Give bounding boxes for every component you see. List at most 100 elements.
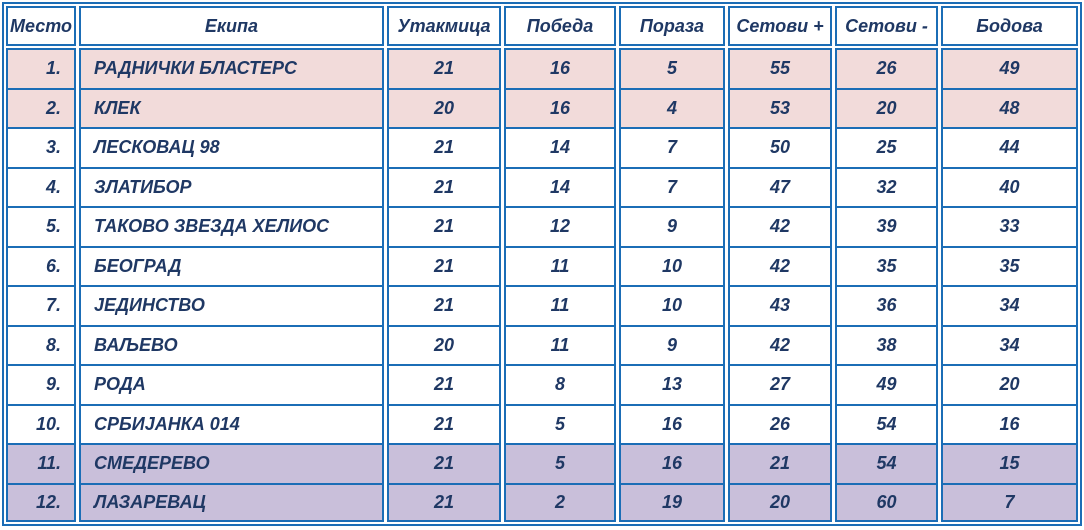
column-header-sets-plus: Сетови + <box>728 6 832 46</box>
cell-sets-minus: 54 <box>835 403 938 443</box>
cell-played: 21 <box>387 166 501 206</box>
cell-points: 35 <box>941 245 1078 285</box>
cell-team: СМЕДЕРЕВО <box>79 443 384 483</box>
cell-sets-plus: 21 <box>728 443 832 483</box>
cell-place: 9. <box>6 364 76 404</box>
cell-wins: 5 <box>504 443 616 483</box>
cell-wins: 12 <box>504 206 616 246</box>
cell-losses: 7 <box>619 127 725 167</box>
cell-sets-plus: 42 <box>728 245 832 285</box>
cell-losses: 9 <box>619 206 725 246</box>
cell-played: 21 <box>387 48 501 88</box>
cell-sets-plus: 26 <box>728 403 832 443</box>
cell-played: 21 <box>387 364 501 404</box>
cell-wins: 2 <box>504 482 616 522</box>
cell-place: 12. <box>6 482 76 522</box>
cell-points: 34 <box>941 324 1078 364</box>
column-header-wins: Победа <box>504 6 616 46</box>
cell-losses: 13 <box>619 364 725 404</box>
cell-sets-minus: 35 <box>835 245 938 285</box>
cell-losses: 10 <box>619 245 725 285</box>
cell-wins: 16 <box>504 87 616 127</box>
column-header-team: Екипа <box>79 6 384 46</box>
cell-team: КЛЕК <box>79 87 384 127</box>
cell-wins: 14 <box>504 166 616 206</box>
cell-wins: 8 <box>504 364 616 404</box>
cell-sets-plus: 42 <box>728 324 832 364</box>
column-header-played: Утакмица <box>387 6 501 46</box>
cell-sets-plus: 27 <box>728 364 832 404</box>
cell-losses: 4 <box>619 87 725 127</box>
column-header-sets-minus: Сетови - <box>835 6 938 46</box>
cell-place: 4. <box>6 166 76 206</box>
cell-place: 6. <box>6 245 76 285</box>
cell-played: 20 <box>387 324 501 364</box>
cell-wins: 11 <box>504 285 616 325</box>
cell-team: СРБИЈАНКА 014 <box>79 403 384 443</box>
cell-points: 44 <box>941 127 1078 167</box>
cell-wins: 16 <box>504 48 616 88</box>
cell-sets-minus: 54 <box>835 443 938 483</box>
cell-team: ЛАЗАРЕВАЦ <box>79 482 384 522</box>
cell-place: 11. <box>6 443 76 483</box>
column-header-points: Бодова <box>941 6 1078 46</box>
cell-points: 34 <box>941 285 1078 325</box>
cell-sets-minus: 36 <box>835 285 938 325</box>
cell-sets-plus: 50 <box>728 127 832 167</box>
cell-team: РОДА <box>79 364 384 404</box>
cell-played: 21 <box>387 245 501 285</box>
cell-sets-plus: 47 <box>728 166 832 206</box>
cell-place: 2. <box>6 87 76 127</box>
cell-losses: 16 <box>619 443 725 483</box>
cell-wins: 5 <box>504 403 616 443</box>
cell-points: 48 <box>941 87 1078 127</box>
cell-played: 21 <box>387 127 501 167</box>
cell-team: ТАКОВО ЗВЕЗДА ХЕЛИОС <box>79 206 384 246</box>
cell-place: 1. <box>6 48 76 88</box>
cell-place: 3. <box>6 127 76 167</box>
column-header-place: Место <box>6 6 76 46</box>
cell-sets-plus: 43 <box>728 285 832 325</box>
cell-points: 40 <box>941 166 1078 206</box>
cell-place: 7. <box>6 285 76 325</box>
cell-team: БЕОГРАД <box>79 245 384 285</box>
table-header-row: Место Екипа Утакмица Победа Пораза Сетов… <box>6 6 1078 46</box>
cell-sets-minus: 25 <box>835 127 938 167</box>
column-header-losses: Пораза <box>619 6 725 46</box>
cell-losses: 9 <box>619 324 725 364</box>
cell-played: 21 <box>387 285 501 325</box>
cell-losses: 7 <box>619 166 725 206</box>
cell-wins: 14 <box>504 127 616 167</box>
cell-played: 21 <box>387 482 501 522</box>
cell-points: 16 <box>941 403 1078 443</box>
cell-team: ЛЕСКОВАЦ 98 <box>79 127 384 167</box>
cell-place: 5. <box>6 206 76 246</box>
cell-sets-plus: 53 <box>728 87 832 127</box>
cell-sets-minus: 38 <box>835 324 938 364</box>
cell-points: 7 <box>941 482 1078 522</box>
cell-played: 21 <box>387 403 501 443</box>
cell-played: 21 <box>387 443 501 483</box>
cell-sets-minus: 32 <box>835 166 938 206</box>
cell-team: ЈЕДИНСТВО <box>79 285 384 325</box>
cell-sets-minus: 60 <box>835 482 938 522</box>
cell-sets-minus: 20 <box>835 87 938 127</box>
cell-sets-minus: 49 <box>835 364 938 404</box>
cell-team: ВАЉЕВО <box>79 324 384 364</box>
cell-sets-plus: 55 <box>728 48 832 88</box>
cell-sets-minus: 39 <box>835 206 938 246</box>
cell-place: 8. <box>6 324 76 364</box>
cell-losses: 10 <box>619 285 725 325</box>
cell-sets-plus: 20 <box>728 482 832 522</box>
cell-points: 49 <box>941 48 1078 88</box>
cell-losses: 5 <box>619 48 725 88</box>
cell-sets-minus: 26 <box>835 48 938 88</box>
cell-played: 20 <box>387 87 501 127</box>
cell-points: 15 <box>941 443 1078 483</box>
cell-wins: 11 <box>504 245 616 285</box>
cell-points: 20 <box>941 364 1078 404</box>
table-body: 1. РАДНИЧКИ БЛАСТЕРС 21 16 5 55 26 49 2. КЛЕК 20 16… <box>6 48 1078 522</box>
cell-wins: 11 <box>504 324 616 364</box>
cell-team: ЗЛАТИБОР <box>79 166 384 206</box>
